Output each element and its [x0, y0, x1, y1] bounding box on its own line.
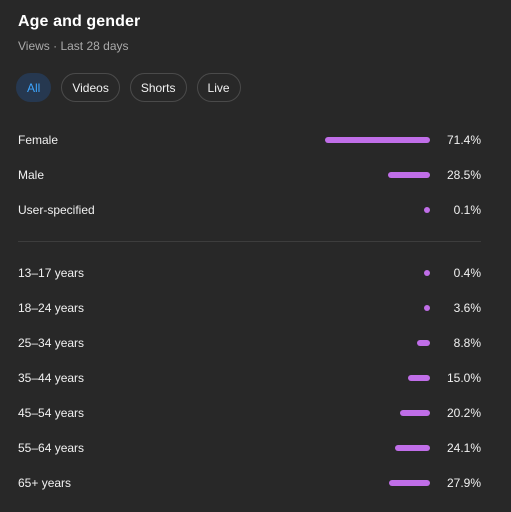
gender-row-male: Male 28.5%	[18, 165, 481, 185]
age-row-45-54: 45–54 years 20.2%	[18, 403, 481, 423]
row-label: 18–24 years	[18, 301, 85, 315]
row-label: Male	[18, 168, 45, 182]
row-label: 55–64 years	[18, 441, 85, 455]
row-bar	[395, 445, 430, 451]
row-label: 45–54 years	[18, 406, 85, 420]
age-row-25-34: 25–34 years 8.8%	[18, 333, 481, 353]
row-percent: 0.4%	[453, 266, 481, 280]
row-label: Female	[18, 133, 59, 147]
row-percent: 20.2%	[446, 406, 481, 420]
filter-chip-videos[interactable]: Videos	[61, 73, 120, 102]
filter-chip-all[interactable]: All	[16, 73, 52, 102]
section-divider	[18, 241, 481, 242]
row-bar	[408, 375, 430, 381]
row-percent: 24.1%	[446, 441, 481, 455]
row-percent: 28.5%	[446, 168, 481, 182]
row-label: 13–17 years	[18, 266, 85, 280]
row-label: 65+ years	[18, 476, 72, 490]
row-bar	[388, 172, 430, 178]
row-percent: 27.9%	[446, 476, 481, 490]
filter-chip-live[interactable]: Live	[196, 73, 241, 102]
age-row-35-44: 35–44 years 15.0%	[18, 368, 481, 388]
row-bar	[424, 207, 430, 213]
age-row-13-17: 13–17 years 0.4%	[18, 263, 481, 283]
card-title: Age and gender	[18, 13, 141, 30]
row-label: 25–34 years	[18, 336, 85, 350]
row-label: 35–44 years	[18, 371, 85, 385]
row-bar	[389, 480, 430, 486]
gender-row-female: Female 71.4%	[18, 130, 481, 150]
filter-chip-group: All Videos Shorts Live	[16, 73, 241, 102]
row-bar	[325, 137, 430, 143]
row-percent: 3.6%	[453, 301, 481, 315]
gender-row-user-specified: User-specified 0.1%	[18, 200, 481, 220]
row-percent: 0.1%	[453, 203, 481, 217]
row-percent: 71.4%	[446, 133, 481, 147]
row-bar	[400, 410, 430, 416]
card-subtitle: Views · Last 28 days	[18, 39, 129, 53]
row-label: User-specified	[18, 203, 95, 217]
age-row-55-64: 55–64 years 24.1%	[18, 438, 481, 458]
row-bar	[424, 305, 430, 311]
age-row-65-plus: 65+ years 27.9%	[18, 473, 481, 493]
row-percent: 8.8%	[453, 336, 481, 350]
row-percent: 15.0%	[446, 371, 481, 385]
filter-chip-shorts[interactable]: Shorts	[129, 73, 187, 102]
row-bar	[417, 340, 430, 346]
age-row-18-24: 18–24 years 3.6%	[18, 298, 481, 318]
row-bar	[424, 270, 430, 276]
